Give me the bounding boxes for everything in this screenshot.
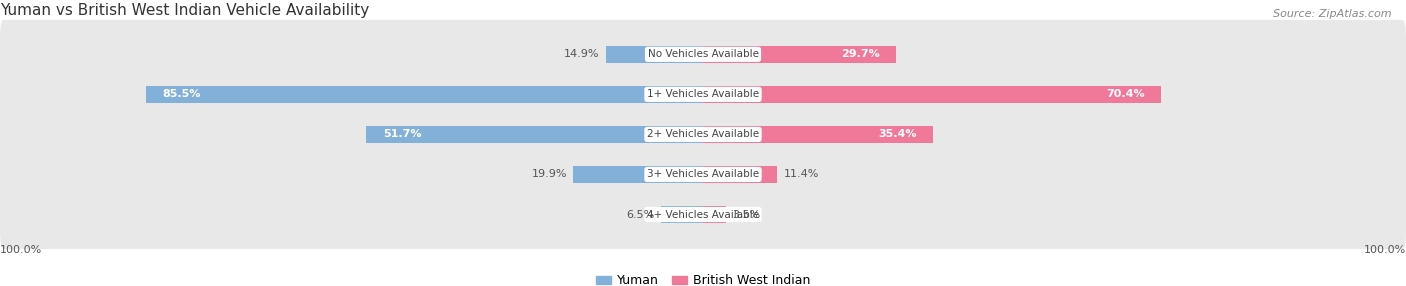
Text: 3+ Vehicles Available: 3+ Vehicles Available — [647, 170, 759, 179]
Bar — [146, 86, 703, 103]
Text: 100.0%: 100.0% — [1364, 245, 1406, 255]
Text: 51.7%: 51.7% — [382, 130, 422, 139]
Bar — [703, 206, 725, 223]
Bar — [703, 86, 1161, 103]
Text: 85.5%: 85.5% — [163, 90, 201, 99]
Text: 3.5%: 3.5% — [733, 210, 761, 219]
Text: 11.4%: 11.4% — [783, 170, 820, 179]
Text: 70.4%: 70.4% — [1107, 90, 1144, 99]
FancyBboxPatch shape — [0, 100, 1406, 169]
Bar — [367, 126, 703, 143]
Text: 29.7%: 29.7% — [841, 49, 880, 59]
Bar — [606, 46, 703, 63]
Bar — [703, 166, 778, 183]
FancyBboxPatch shape — [0, 180, 1406, 249]
Text: 6.5%: 6.5% — [626, 210, 654, 219]
Text: No Vehicles Available: No Vehicles Available — [648, 49, 758, 59]
Bar — [661, 206, 703, 223]
Bar — [703, 46, 897, 63]
FancyBboxPatch shape — [0, 20, 1406, 89]
Text: Yuman vs British West Indian Vehicle Availability: Yuman vs British West Indian Vehicle Ava… — [0, 3, 370, 18]
FancyBboxPatch shape — [0, 140, 1406, 209]
Text: 14.9%: 14.9% — [564, 49, 599, 59]
Text: 35.4%: 35.4% — [879, 130, 917, 139]
Text: 100.0%: 100.0% — [0, 245, 42, 255]
Bar — [703, 126, 934, 143]
Text: 19.9%: 19.9% — [531, 170, 567, 179]
Legend: Yuman, British West Indian: Yuman, British West Indian — [591, 269, 815, 286]
Bar — [574, 166, 703, 183]
Text: Source: ZipAtlas.com: Source: ZipAtlas.com — [1274, 9, 1392, 19]
FancyBboxPatch shape — [0, 60, 1406, 129]
Text: 1+ Vehicles Available: 1+ Vehicles Available — [647, 90, 759, 99]
Text: 2+ Vehicles Available: 2+ Vehicles Available — [647, 130, 759, 139]
Text: 4+ Vehicles Available: 4+ Vehicles Available — [647, 210, 759, 219]
